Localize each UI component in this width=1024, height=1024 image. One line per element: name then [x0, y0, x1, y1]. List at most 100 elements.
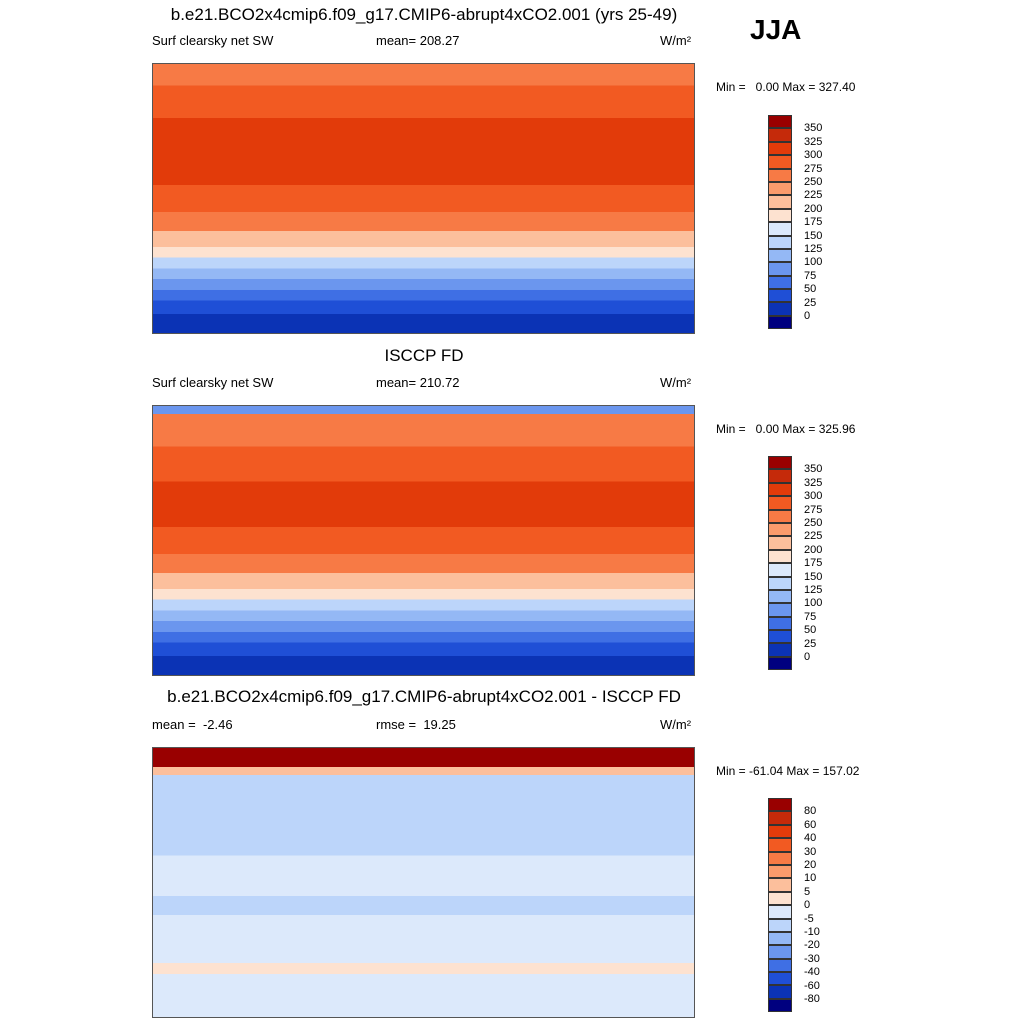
- colorbar-box: [768, 918, 792, 932]
- colorbar-box: [768, 549, 792, 564]
- colorbar-label: 225: [804, 530, 823, 543]
- colorbar-label: 75: [804, 269, 817, 282]
- colorbar-box: [768, 168, 792, 182]
- colorbar-label: 50: [804, 283, 817, 296]
- units: W/m²: [660, 375, 692, 390]
- colorbar-box: [768, 115, 792, 129]
- colorbar-box: [768, 275, 792, 290]
- colorbar-box: [768, 985, 792, 999]
- colorbar-box: [768, 630, 792, 644]
- colorbar-label: 0: [804, 899, 811, 912]
- colorbar-box: [768, 851, 792, 865]
- colorbar-box: [768, 522, 792, 537]
- colorbar-box: [768, 838, 792, 852]
- colorbar-label: -60: [804, 979, 820, 992]
- colorbar-label: 350: [804, 463, 823, 476]
- min-max: Min = 0.00 Max = 325.96: [716, 422, 856, 436]
- colorbar-label: 175: [804, 216, 823, 229]
- left-label: Surf clearsky net SW: [152, 33, 274, 48]
- center-label: mean= 210.72: [376, 375, 460, 390]
- colorbar-label: 225: [804, 189, 823, 202]
- colorbar-box: [768, 563, 792, 577]
- colorbar-label: 200: [804, 543, 823, 556]
- colorbar-label: 75: [804, 610, 817, 623]
- colorbar-box: [768, 998, 792, 1013]
- colorbar-label: -5: [804, 912, 814, 925]
- colorbar-box: [768, 456, 792, 470]
- colorbar-box: [768, 576, 792, 590]
- panel-title: ISCCP FD: [384, 346, 464, 365]
- colorbar-box: [768, 509, 792, 523]
- colorbar-label: 0: [804, 651, 811, 663]
- colorbar-box: [768, 141, 792, 156]
- colorbar-box: [768, 482, 792, 497]
- colorbar-box: [768, 181, 792, 196]
- colorbar-box: [768, 496, 792, 510]
- colorbar-box: [768, 469, 792, 483]
- colorbar-label: 60: [804, 818, 817, 831]
- colorbar-label: 100: [804, 597, 823, 610]
- min-max: Min = -61.04 Max = 157.02: [716, 764, 860, 778]
- colorbar-label: 300: [804, 490, 823, 503]
- colorbar-box: [768, 155, 792, 169]
- colorbar-box: [768, 811, 792, 825]
- map: [152, 747, 695, 1018]
- center-label: mean= 208.27: [376, 33, 460, 48]
- units: W/m²: [660, 717, 692, 732]
- colorbar-label: -20: [804, 939, 820, 952]
- colorbar-label: -80: [804, 993, 820, 1005]
- colorbar-box: [768, 958, 792, 973]
- colorbar-box: [768, 972, 792, 986]
- colorbar-box: [768, 222, 792, 236]
- colorbar-label: -30: [804, 952, 820, 965]
- colorbar-label: 40: [804, 832, 817, 845]
- colorbar-box: [768, 128, 792, 142]
- colorbar-box: [768, 616, 792, 631]
- center-label: rmse = 19.25: [376, 717, 456, 732]
- colorbar-box: [768, 891, 792, 906]
- map: [152, 405, 695, 676]
- colorbar-label: 300: [804, 149, 823, 162]
- colorbar-label: 30: [804, 845, 817, 858]
- colorbar-box: [768, 302, 792, 316]
- colorbar-label: 275: [804, 162, 823, 175]
- colorbar-box: [768, 864, 792, 879]
- colorbar-box: [768, 798, 792, 812]
- colorbar-label: 150: [804, 570, 823, 583]
- season-label: JJA: [750, 14, 802, 45]
- colorbar-label: 325: [804, 135, 823, 148]
- min-max: Min = 0.00 Max = 327.40: [716, 80, 856, 94]
- colorbar: [768, 798, 792, 1013]
- colorbar-box: [768, 315, 792, 330]
- colorbar-label: 350: [804, 122, 823, 135]
- map: [152, 63, 695, 334]
- colorbar-label: 200: [804, 202, 823, 215]
- colorbar-label: 275: [804, 503, 823, 516]
- colorbar-box: [768, 289, 792, 303]
- colorbar-box: [768, 248, 792, 263]
- colorbar-box: [768, 643, 792, 657]
- colorbar: [768, 456, 792, 671]
- colorbar-label: 0: [804, 310, 811, 322]
- colorbar-label: 5: [804, 885, 811, 898]
- colorbar-label: 50: [804, 624, 817, 637]
- colorbar-label: 80: [804, 805, 817, 818]
- colorbar-box: [768, 195, 792, 209]
- colorbar-box: [768, 931, 792, 946]
- left-label: mean = -2.46: [152, 717, 233, 732]
- colorbar-label: 25: [804, 637, 817, 650]
- panel-title: b.e21.BCO2x4cmip6.f09_g17.CMIP6-abrupt4x…: [170, 5, 678, 24]
- left-label: Surf clearsky net SW: [152, 375, 274, 390]
- colorbar-box: [768, 262, 792, 276]
- colorbar-label: 250: [804, 176, 823, 188]
- colorbar-box: [768, 905, 792, 919]
- colorbar-label: 175: [804, 557, 823, 570]
- colorbar-box: [768, 656, 792, 671]
- colorbar-box: [768, 824, 792, 839]
- colorbar-box: [768, 235, 792, 249]
- colorbar-box: [768, 536, 792, 550]
- colorbar-box: [768, 603, 792, 617]
- colorbar-label: 125: [804, 243, 823, 255]
- panel-title: b.e21.BCO2x4cmip6.f09_g17.CMIP6-abrupt4x…: [167, 687, 681, 706]
